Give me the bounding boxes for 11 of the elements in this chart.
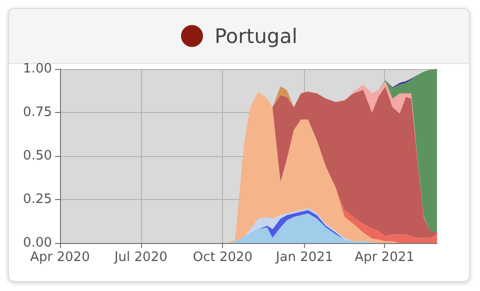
x-tick-label: Apr 2020 bbox=[30, 250, 90, 265]
x-tick-label: Jan 2021 bbox=[274, 250, 334, 265]
y-tick-label: 0.75 bbox=[23, 105, 52, 120]
x-tick-label: Jul 2020 bbox=[113, 250, 168, 265]
x-tick-label: Apr 2021 bbox=[354, 250, 414, 265]
x-tick-label: Oct 2020 bbox=[192, 250, 253, 265]
y-tick-label: 0.25 bbox=[23, 192, 52, 207]
y-tick-label: 0.00 bbox=[23, 236, 52, 250]
chart-title: Portugal bbox=[214, 24, 298, 48]
y-tick-label: 0.50 bbox=[23, 148, 52, 164]
y-tick-label: 1.00 bbox=[23, 62, 52, 76]
